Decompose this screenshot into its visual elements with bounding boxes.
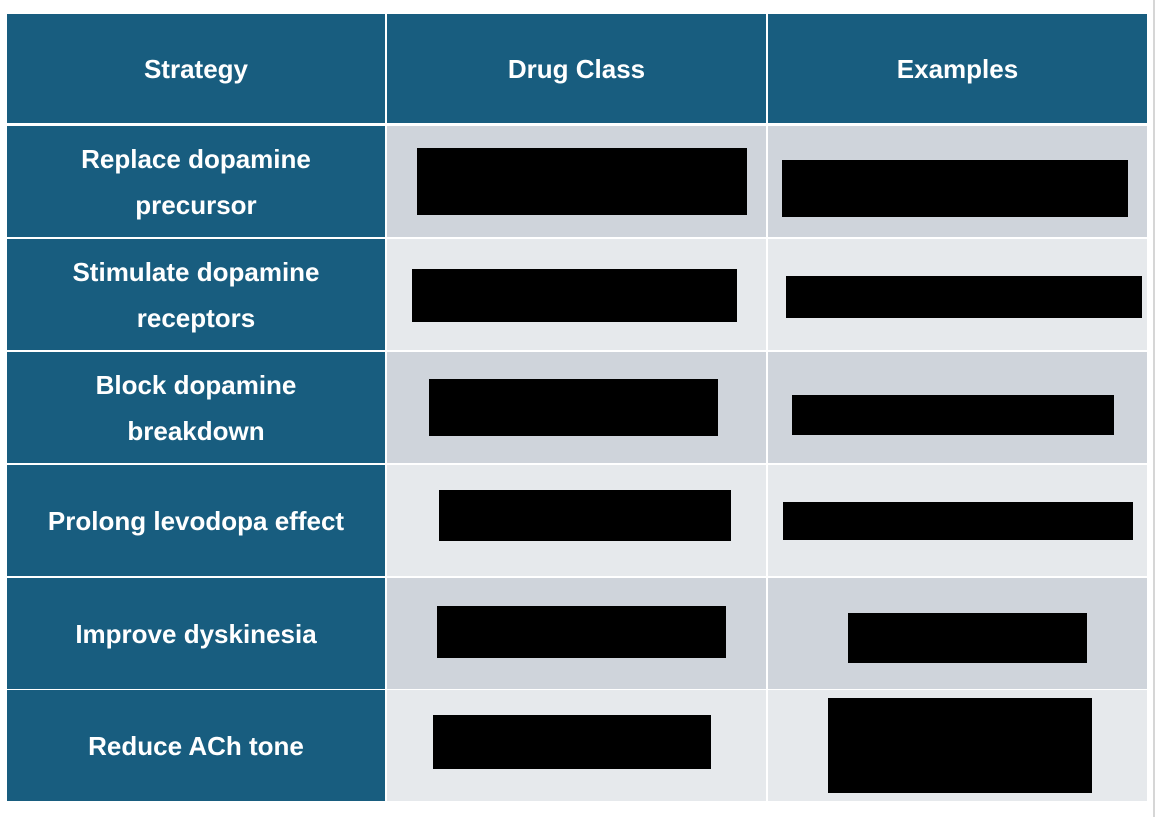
strategy-text: Reduce ACh tone <box>88 730 304 761</box>
frame-edge <box>1153 0 1155 817</box>
redaction <box>792 395 1114 435</box>
strategy-cell: Stimulate dopamine receptors <box>7 239 385 350</box>
header-cell: Strategy <box>7 14 385 123</box>
header-cell: Examples <box>768 14 1147 123</box>
strategy-cell: Prolong levodopa effect <box>7 465 385 576</box>
redaction <box>786 276 1142 318</box>
strategy-text: Replace dopamine precursor <box>81 143 311 220</box>
strategy-cell: Replace dopamine precursor <box>7 126 385 237</box>
strategy-text: Prolong levodopa effect <box>47 505 345 536</box>
redaction <box>412 269 737 322</box>
redaction <box>439 490 731 541</box>
redaction <box>433 715 711 769</box>
strategy-cell: Improve dyskinesia <box>7 578 385 689</box>
header-cell: Drug Class <box>387 14 766 123</box>
strategy-text: Improve dyskinesia <box>75 618 317 649</box>
strategy-cell: Block dopamine breakdown <box>7 352 385 463</box>
redaction <box>848 613 1087 663</box>
redaction <box>429 379 718 436</box>
redaction <box>828 698 1092 793</box>
strategy-text: Stimulate dopamine receptors <box>72 256 320 333</box>
strategy-text: Block dopamine breakdown <box>95 369 297 446</box>
redaction <box>782 160 1128 217</box>
strategy-cell: Reduce ACh tone <box>7 690 385 801</box>
redaction <box>783 502 1133 540</box>
redaction <box>437 606 726 658</box>
redaction <box>417 148 747 215</box>
